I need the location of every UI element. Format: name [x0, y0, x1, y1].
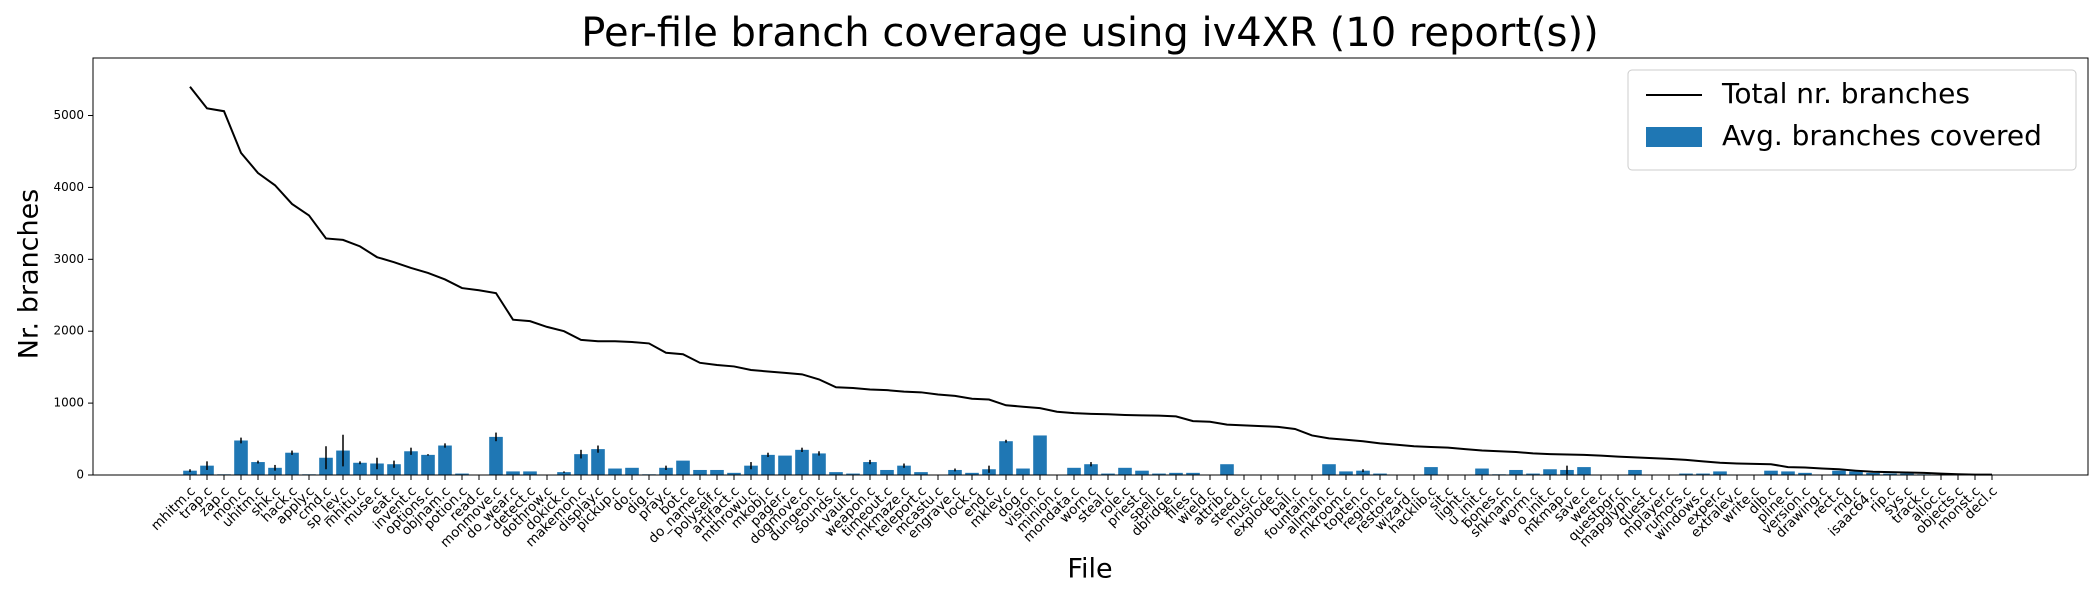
- bar: [659, 467, 673, 475]
- bar: [1220, 464, 1234, 475]
- bar: [1849, 471, 1863, 475]
- bar: [1152, 473, 1166, 475]
- y-tick-label: 0: [76, 468, 84, 482]
- bar: [1169, 472, 1183, 475]
- bar: [795, 449, 809, 475]
- y-tick-label: 3000: [53, 252, 84, 266]
- legend-label: Total nr. branches: [1721, 77, 1970, 110]
- bar: [455, 473, 469, 475]
- bar: [948, 469, 962, 475]
- bar: [1424, 467, 1438, 475]
- bar: [863, 462, 877, 475]
- bar: [710, 469, 724, 475]
- bar: [1781, 471, 1795, 475]
- plot-frame: [92, 57, 2089, 476]
- bar: [965, 472, 979, 475]
- bar: [438, 445, 452, 475]
- legend-label: Avg. branches covered: [1722, 119, 2042, 152]
- bar: [1900, 473, 1914, 475]
- bar: [1475, 468, 1489, 475]
- y-axis-label: Nr. branches: [14, 189, 45, 360]
- bar: [1628, 469, 1642, 475]
- bar: [1322, 464, 1336, 475]
- bar: [778, 455, 792, 475]
- bar: [557, 472, 571, 475]
- bar: [1577, 467, 1591, 475]
- y-tick-label: 2000: [53, 324, 84, 338]
- bar: [1186, 472, 1200, 475]
- y-tick-label: 1000: [53, 396, 84, 410]
- bar: [489, 436, 503, 475]
- x-axis-label: File: [1067, 554, 1112, 585]
- y-tick-label: 4000: [53, 180, 84, 194]
- bar: [1135, 470, 1149, 475]
- bar: [200, 465, 214, 475]
- bar: [608, 468, 622, 475]
- line: [189, 86, 1992, 476]
- bar: [183, 470, 197, 475]
- bar: [761, 454, 775, 475]
- bar: [234, 440, 248, 475]
- bar: [268, 467, 282, 475]
- bar: [404, 451, 418, 475]
- bar: [1713, 471, 1727, 475]
- bar: [676, 460, 690, 475]
- bar: [1373, 473, 1387, 475]
- bar: [1033, 435, 1047, 475]
- bar: [999, 441, 1013, 475]
- bar: [914, 472, 928, 475]
- bar: [1543, 469, 1557, 475]
- bar: [1866, 472, 1880, 475]
- bar: [1118, 467, 1132, 475]
- bar: [1679, 473, 1693, 475]
- y-tick-label: 5000: [53, 108, 84, 122]
- bar: [1101, 473, 1115, 475]
- bar: [1356, 470, 1370, 475]
- bar: [880, 469, 894, 475]
- bar: [574, 454, 588, 475]
- legend-box: [1627, 69, 2077, 171]
- bar: [421, 454, 435, 475]
- bar: [744, 465, 758, 475]
- bar: [1339, 471, 1353, 475]
- chart-title: Per-file branch coverage using iv4XR (10…: [581, 10, 1598, 56]
- bar: [1696, 473, 1710, 475]
- bar: [829, 472, 843, 475]
- bar: [1067, 467, 1081, 475]
- bar: [1526, 473, 1540, 475]
- bar: [1016, 468, 1030, 475]
- legend-swatch: [1646, 127, 1702, 147]
- bar: [591, 449, 605, 475]
- bar: [812, 453, 826, 475]
- bar: [353, 462, 367, 475]
- bar: [285, 452, 299, 475]
- bar: [523, 471, 537, 475]
- bar: [1084, 464, 1098, 475]
- bar: [506, 471, 520, 475]
- bar: [1832, 470, 1846, 475]
- bar: [1883, 473, 1897, 475]
- bar: [693, 469, 707, 475]
- bar: [897, 465, 911, 475]
- bar: [727, 472, 741, 475]
- bar: [625, 467, 639, 475]
- bar: [251, 462, 265, 475]
- bar: [1509, 469, 1523, 475]
- bar: [846, 473, 860, 475]
- bar: [1798, 472, 1812, 475]
- bar: [1764, 470, 1778, 475]
- bar: [387, 464, 401, 475]
